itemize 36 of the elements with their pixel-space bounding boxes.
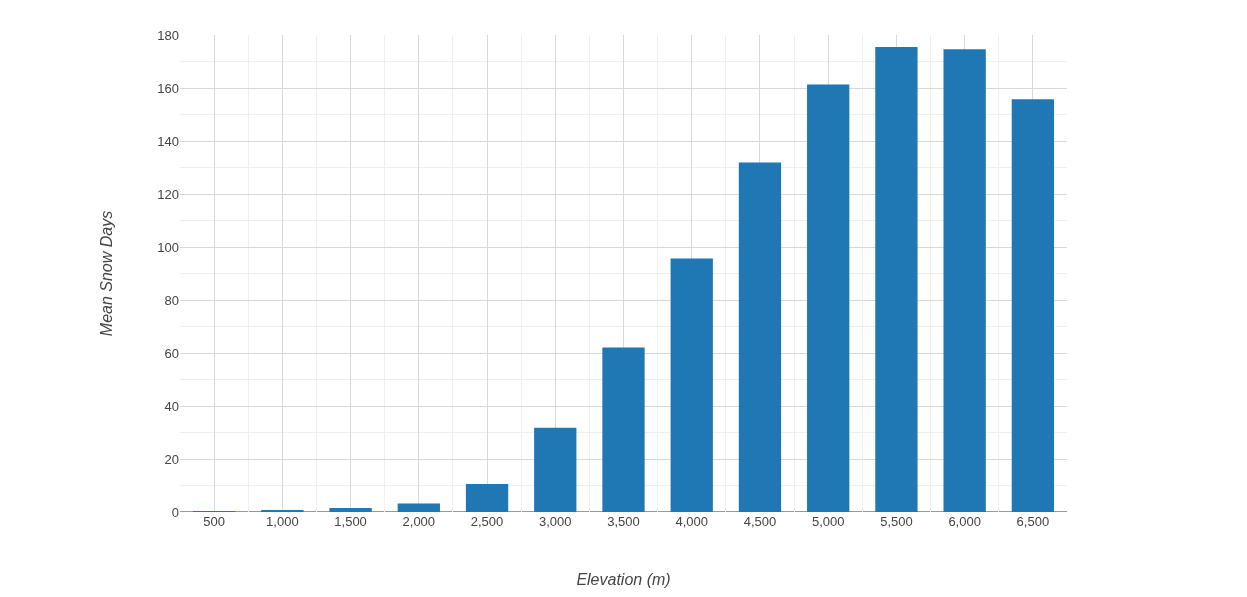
bar	[397, 503, 440, 512]
y-tick-label: 140	[157, 133, 179, 149]
bar	[738, 162, 782, 512]
bar	[943, 49, 986, 512]
x-tick-label: 500	[203, 514, 225, 529]
bar	[602, 347, 645, 512]
x-tick-label: 4,500	[743, 514, 777, 529]
bar	[534, 427, 577, 512]
bar	[465, 483, 509, 512]
y-tick-label: 80	[164, 292, 179, 308]
y-tick-label: 40	[164, 398, 179, 414]
x-tick-label: 1,500	[334, 514, 367, 529]
y-axis-title: Mean Snow Days	[98, 210, 116, 337]
bar	[807, 84, 850, 512]
y-tick-label: 160	[157, 80, 179, 96]
x-tick-label: 6,000	[948, 514, 981, 529]
y-tick-label: 60	[164, 345, 179, 361]
x-tick-label: 6,500	[1016, 514, 1050, 529]
x-tick-label: 3,000	[539, 514, 572, 529]
y-tick-label: 180	[157, 27, 179, 43]
y-tick-label: 20	[164, 451, 179, 467]
x-tick-label: 5,000	[811, 514, 845, 529]
x-tick-label: 5,500	[880, 514, 913, 529]
x-axis-title: Elevation (m)	[576, 570, 671, 588]
x-tick-label: 3,500	[607, 514, 640, 529]
y-tick-label: 100	[157, 239, 179, 255]
bar	[329, 508, 372, 512]
x-tick-label: 1,000	[266, 514, 299, 529]
bar	[875, 46, 918, 512]
y-tick-label: 0	[171, 504, 179, 520]
x-tick-label: 2,000	[402, 514, 436, 529]
x-tick-label: 2,500	[470, 514, 504, 529]
bar	[670, 258, 713, 512]
y-tick-label: 120	[157, 186, 179, 202]
x-tick-label: 4,000	[675, 514, 708, 529]
bar	[1011, 99, 1055, 512]
